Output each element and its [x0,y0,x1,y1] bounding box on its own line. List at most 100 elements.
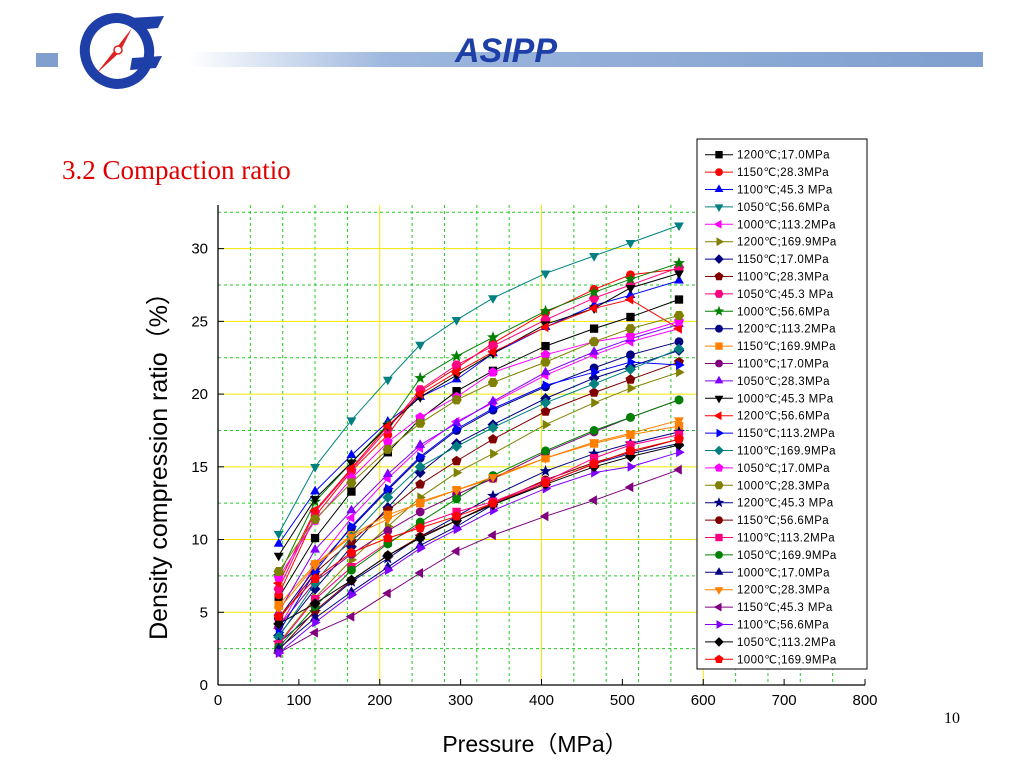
series-27 [272,464,682,658]
y-tick-label: 5 [200,604,208,621]
legend-entry: 1100℃;45.3 MPa [705,184,832,197]
legend-label: 1200℃;28.3MPa [737,585,830,597]
legend-swatch-marker [713,305,725,316]
series-25 [273,437,684,652]
legend-label: 1200℃;45.3 MPa [737,498,834,510]
data-point [346,547,357,557]
data-point [540,477,551,487]
data-point [487,347,496,357]
data-point [626,350,635,360]
series-line [278,438,680,651]
x-tick-label: 800 [852,692,877,709]
data-point [676,447,685,458]
data-point [452,387,461,396]
legend-entry: 1200℃;169.9MPa [705,237,837,249]
data-point [487,378,499,387]
header-accent-bar-left [36,53,58,67]
data-point [452,494,462,504]
data-point [417,451,426,462]
data-point [309,598,321,609]
data-point [488,367,498,377]
data-point [451,317,462,326]
data-point [676,367,685,378]
data-point [383,526,393,536]
legend-label: 1000℃;17.0MPa [737,567,830,579]
series-9 [273,263,685,594]
data-point [310,562,320,572]
data-point [383,510,392,519]
data-point [676,360,685,370]
y-tick-label: 30 [191,241,208,258]
legend-swatch-marker [715,324,723,333]
series-17 [275,357,685,638]
data-point [273,538,284,547]
data-point [414,532,426,544]
legend-swatch-marker [714,204,724,212]
data-point [275,648,285,658]
legend-label: 1150℃;17.0MPa [737,254,829,266]
logo-spark-icon [96,28,132,74]
data-point [626,312,635,322]
series-28 [275,447,685,658]
legend-label: 1150℃;113.2MPa [737,428,835,440]
data-point [273,552,284,562]
legend-entry: 1100℃;28.3MPa [705,272,829,284]
data-point [626,440,635,450]
legend-label: 1150℃;169.9MPa [737,341,836,353]
legend-entry: 1200℃;45.3 MPa [705,497,834,510]
data-point [589,453,599,463]
data-point [415,341,426,351]
data-point [347,565,356,575]
legend-label: 1150℃;28.3MPa [737,167,829,179]
y-axis-label: Density compression ratio（%） [145,280,173,640]
legend-entry: 1050℃;113.2MPa [705,637,836,649]
legend-label: 1050℃;28.3MPa [737,376,830,388]
data-point [450,350,463,362]
data-point [453,467,463,478]
data-point [490,448,499,459]
data-point [451,417,462,426]
data-point [382,491,394,503]
legend-label: 1100℃;28.3MPa [737,272,829,284]
data-point [273,618,285,630]
legend-label: 1200℃;56.6MPa [737,411,830,423]
data-point [673,464,682,475]
chart-legend: 1200℃;17.0MPa 1150℃;28.3MPa 1100℃;45.3 MPa… [696,138,868,670]
data-point [382,436,393,447]
data-point [589,387,599,397]
data-point [540,455,551,464]
data-point [588,372,600,384]
page-number: 10 [944,710,960,727]
legend-label: 1000℃;113.2MPa [737,219,836,231]
data-point [346,478,357,488]
data-point [310,485,320,495]
data-point [673,256,685,269]
data-point [589,346,599,355]
legend-swatch-marker [715,168,723,177]
data-point [382,376,393,386]
data-point [541,446,550,456]
data-point [382,444,393,454]
data-point [453,424,463,434]
data-point [310,496,320,505]
data-point [589,439,599,448]
data-point [346,417,357,426]
data-point [541,341,550,351]
data-point [488,434,498,444]
data-point [624,482,634,493]
legend-entry: 1050℃;56.6MPa [705,202,830,214]
series-line [278,298,680,584]
data-point [540,406,551,416]
legend-label: 1150℃;56.6MPa [737,515,829,527]
data-point [625,240,636,249]
data-point [346,574,357,586]
legend-entry: 1200℃;28.3MPa [705,585,830,597]
data-point [414,461,426,473]
legend-label: 1050℃;45.3 MPa [737,289,834,301]
legend-entry: 1150℃;56.6MPa [705,515,829,527]
legend-entry: 1050℃;45.3 MPa [705,289,834,301]
data-point [346,459,357,469]
legend-label: 1050℃;56.6MPa [737,202,830,214]
legend-swatch-marker [714,289,724,298]
